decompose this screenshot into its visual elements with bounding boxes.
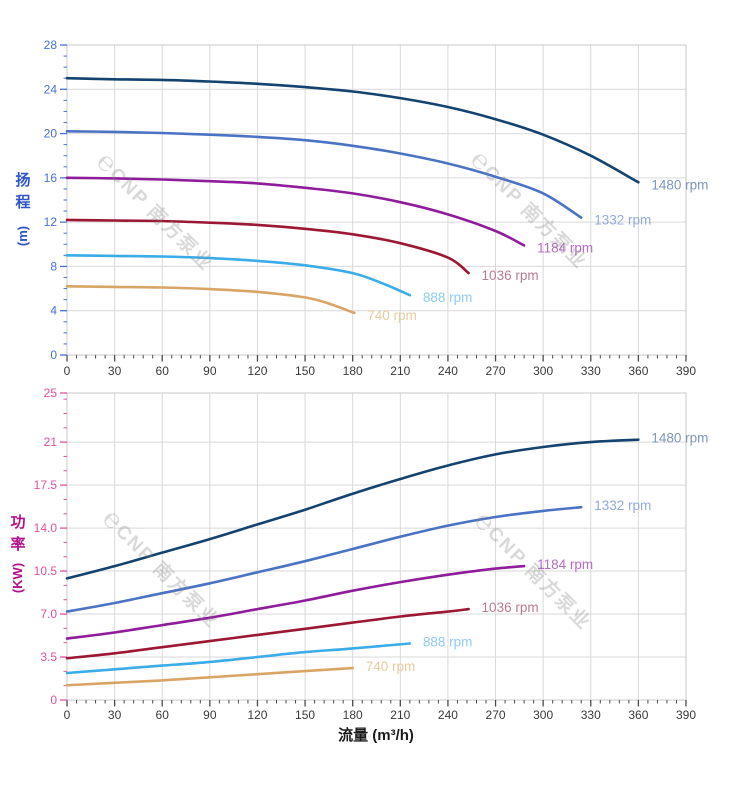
svg-text:12: 12 bbox=[44, 215, 58, 229]
svg-text:210: 210 bbox=[390, 364, 410, 378]
power-curve-1480-rpm bbox=[65, 438, 640, 580]
power-curve-label: 1480 rpm bbox=[651, 431, 708, 446]
svg-text:390: 390 bbox=[676, 708, 696, 722]
svg-text:3.5: 3.5 bbox=[40, 650, 57, 664]
svg-text:150: 150 bbox=[295, 364, 315, 378]
power-axis-unit: (KW) bbox=[10, 562, 25, 594]
svg-text:330: 330 bbox=[581, 364, 601, 378]
flow-axis-title: 流量 (m³/h) bbox=[338, 727, 414, 744]
svg-text:60: 60 bbox=[156, 364, 170, 378]
head-axis-title-char: 程 bbox=[15, 194, 31, 211]
power-axis-title-char: 率 bbox=[10, 536, 26, 553]
power-axis-title: 功 率 (KW) bbox=[8, 512, 28, 600]
power-curve-label: 888 rpm bbox=[423, 635, 473, 650]
head-curve-1480-rpm bbox=[65, 76, 640, 184]
svg-text:270: 270 bbox=[486, 364, 506, 378]
head-curve-1184-rpm bbox=[65, 176, 526, 247]
svg-text:10.5: 10.5 bbox=[34, 564, 58, 578]
svg-text:270: 270 bbox=[486, 708, 506, 722]
head-curve-label: 1036 rpm bbox=[482, 268, 539, 283]
head-axis-title-char: 扬 bbox=[15, 172, 31, 189]
head-curve-1036-rpm bbox=[65, 218, 470, 275]
svg-text:180: 180 bbox=[343, 364, 363, 378]
svg-text:60: 60 bbox=[156, 708, 170, 722]
head-curve-740-rpm bbox=[65, 285, 356, 315]
svg-text:30: 30 bbox=[108, 708, 122, 722]
svg-text:16: 16 bbox=[44, 171, 58, 185]
power-curve-label: 740 rpm bbox=[366, 659, 416, 674]
svg-text:0: 0 bbox=[64, 364, 71, 378]
power-curve-label: 1184 rpm bbox=[537, 557, 593, 572]
power-curve-1184-rpm bbox=[65, 564, 526, 640]
svg-text:0: 0 bbox=[50, 693, 57, 707]
svg-text:24: 24 bbox=[44, 82, 58, 96]
svg-text:30: 30 bbox=[108, 364, 122, 378]
svg-text:4: 4 bbox=[50, 304, 57, 318]
head-curve-label: 888 rpm bbox=[423, 290, 473, 305]
power-curve-740-rpm bbox=[65, 666, 354, 687]
svg-text:7.0: 7.0 bbox=[40, 607, 57, 621]
svg-text:90: 90 bbox=[203, 708, 217, 722]
svg-text:20: 20 bbox=[44, 127, 58, 141]
svg-text:390: 390 bbox=[676, 364, 696, 378]
power-curve-1332-rpm bbox=[65, 505, 583, 613]
svg-text:210: 210 bbox=[390, 708, 410, 722]
svg-text:240: 240 bbox=[438, 364, 458, 378]
power-curve-888-rpm bbox=[65, 642, 412, 675]
svg-text:240: 240 bbox=[438, 708, 458, 722]
svg-text:360: 360 bbox=[628, 364, 648, 378]
svg-text:300: 300 bbox=[533, 364, 553, 378]
svg-text:14.0: 14.0 bbox=[34, 521, 58, 535]
power-curve-1036-rpm bbox=[65, 607, 470, 660]
power-curve-label: 1332 rpm bbox=[594, 498, 651, 513]
head-curve-label: 1332 rpm bbox=[594, 213, 651, 228]
power-plot: 0 30 60 90 120 150 180 210 240 270 300 330 360 390 0 3.… bbox=[34, 386, 709, 722]
head-plot: 0 30 60 90 120 150 180 210 240 270 300 330 360 390 0 4 8… bbox=[44, 38, 709, 378]
svg-text:90: 90 bbox=[203, 364, 217, 378]
svg-text:120: 120 bbox=[247, 708, 267, 722]
svg-text:0: 0 bbox=[50, 348, 57, 362]
svg-text:300: 300 bbox=[533, 708, 553, 722]
svg-text:17.5: 17.5 bbox=[34, 478, 58, 492]
svg-text:28: 28 bbox=[44, 38, 58, 52]
head-curve-label: 740 rpm bbox=[367, 308, 417, 323]
head-axis-title: 扬 程 (m) bbox=[13, 170, 33, 258]
svg-text:360: 360 bbox=[628, 708, 648, 722]
svg-text:21: 21 bbox=[44, 435, 58, 449]
svg-text:150: 150 bbox=[295, 708, 315, 722]
power-curve-label: 1036 rpm bbox=[482, 600, 539, 615]
svg-text:0: 0 bbox=[64, 708, 71, 722]
head-curve-label: 1184 rpm bbox=[537, 240, 593, 255]
svg-text:8: 8 bbox=[50, 259, 57, 273]
head-curve-888-rpm bbox=[65, 254, 412, 297]
svg-text:25: 25 bbox=[44, 386, 58, 400]
power-axis-title-char: 功 bbox=[10, 514, 26, 531]
head-axis-unit: (m) bbox=[15, 225, 30, 247]
svg-text:120: 120 bbox=[247, 364, 267, 378]
head-curve-1332-rpm bbox=[65, 130, 583, 219]
svg-text:330: 330 bbox=[581, 708, 601, 722]
svg-text:180: 180 bbox=[343, 708, 363, 722]
head-curve-label: 1480 rpm bbox=[651, 177, 708, 192]
